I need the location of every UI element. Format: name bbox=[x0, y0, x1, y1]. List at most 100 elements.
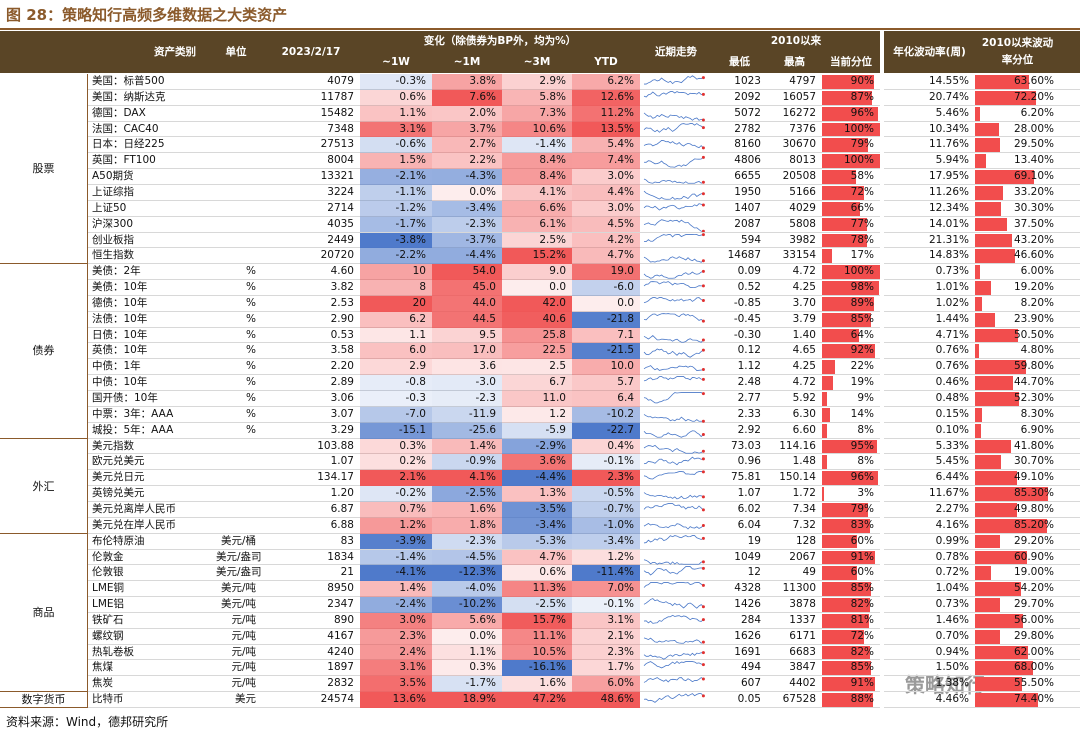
percentile-bar bbox=[975, 471, 1017, 486]
cell: 2.3% bbox=[572, 470, 640, 487]
cell: 2714 bbox=[327, 201, 354, 214]
cell: 3.70 bbox=[792, 296, 816, 309]
row-rule bbox=[88, 405, 1080, 407]
cell-text: 96% bbox=[850, 106, 874, 119]
sparkline-end bbox=[701, 203, 705, 207]
cell: 67528 bbox=[782, 693, 816, 706]
cell: 4.25 bbox=[792, 281, 816, 294]
vol-percentile-cell: 72.20% bbox=[975, 90, 1060, 106]
sparkline bbox=[643, 661, 705, 669]
sparkline bbox=[643, 457, 705, 466]
row-rule bbox=[88, 263, 1080, 265]
group-label: 外汇 bbox=[0, 438, 88, 534]
percentile-bar bbox=[975, 376, 1013, 390]
cell: 12.6% bbox=[572, 89, 640, 106]
cell-text: 6.00% bbox=[1020, 265, 1054, 278]
cell: 4.46% bbox=[935, 693, 969, 706]
cell: 法国：CAC40 bbox=[92, 122, 159, 135]
cell: 2092 bbox=[734, 90, 761, 103]
sparkline-end bbox=[701, 432, 705, 436]
cell: 7.6% bbox=[432, 89, 502, 106]
sparkline-end bbox=[701, 192, 705, 196]
cell-text: 9% bbox=[857, 392, 874, 404]
cell: 3878 bbox=[789, 598, 816, 611]
sparkline-path bbox=[643, 334, 704, 343]
row-rule bbox=[88, 88, 1080, 90]
cell: 5.46% bbox=[935, 106, 969, 119]
cell: 1.1% bbox=[360, 105, 432, 122]
cell: 0.6% bbox=[502, 565, 572, 582]
cell-text: 69.10% bbox=[1013, 170, 1054, 183]
column-header: 单位 bbox=[225, 46, 247, 58]
cell: 2449 bbox=[327, 233, 354, 246]
cell: 2782 bbox=[734, 122, 761, 135]
cell: 5808 bbox=[789, 217, 816, 230]
cell: 6.2% bbox=[572, 74, 640, 90]
cell: 3.5% bbox=[360, 676, 432, 693]
cell: 2.9% bbox=[502, 74, 572, 90]
cell-text: 19% bbox=[850, 376, 874, 389]
cell-text: 14% bbox=[850, 407, 874, 420]
vol-percentile-cell: 41.80% bbox=[975, 439, 1060, 455]
cell: 4.60 bbox=[330, 265, 354, 278]
cell: -7.0 bbox=[360, 406, 432, 423]
cell-text: 37.50% bbox=[1013, 217, 1054, 230]
percentile-bar bbox=[975, 645, 1028, 660]
percentile-bar bbox=[975, 122, 999, 137]
cell: 0.76% bbox=[935, 344, 969, 357]
sparkline-path bbox=[643, 598, 704, 609]
cell-text: 81% bbox=[850, 613, 874, 626]
vol-percentile-cell: 6.20% bbox=[975, 106, 1060, 122]
cell-text: 4.80% bbox=[1020, 344, 1054, 357]
sparkline-path bbox=[643, 614, 704, 624]
cell: 3.07 bbox=[330, 407, 354, 420]
cell: 美元/吨 bbox=[220, 598, 256, 611]
cell: 1.7% bbox=[572, 660, 640, 677]
vol-percentile-cell: 19.00% bbox=[975, 565, 1060, 581]
group-label: 数字货币 bbox=[0, 692, 88, 708]
percentile-bar bbox=[975, 455, 1002, 470]
sparkline-path bbox=[643, 140, 704, 149]
column-header: 最低 bbox=[729, 56, 750, 68]
cell-text: 3% bbox=[857, 487, 874, 500]
cell: 8 bbox=[360, 280, 432, 296]
cell: 德债：10年 bbox=[92, 296, 148, 309]
percentile-bar bbox=[822, 645, 870, 660]
row-rule bbox=[88, 548, 1080, 550]
cell: 3.6 bbox=[432, 359, 502, 376]
percentile-bar bbox=[822, 217, 867, 232]
cell: 5.94% bbox=[935, 154, 969, 167]
cell: 1.44% bbox=[935, 312, 969, 325]
cell: 0.3% bbox=[432, 660, 502, 677]
cell: 日债：10年 bbox=[92, 328, 148, 341]
sparkline-end bbox=[701, 567, 705, 571]
cell: 3.8% bbox=[432, 74, 502, 90]
cell: 6.0% bbox=[572, 676, 640, 693]
cell: 11300 bbox=[782, 582, 816, 595]
cell: 0.09 bbox=[737, 265, 761, 278]
percentile-cell: 19% bbox=[822, 375, 880, 391]
percentile-bar bbox=[822, 502, 868, 517]
cell: 0.48% bbox=[935, 392, 969, 404]
cell-text: 82% bbox=[850, 645, 874, 658]
percentile-cell: 82% bbox=[822, 597, 880, 613]
cell: 3.7% bbox=[432, 121, 502, 138]
cell: -0.1% bbox=[572, 597, 640, 613]
cell: 10.34% bbox=[928, 122, 969, 135]
watermark: 策略知行 bbox=[905, 673, 985, 697]
cell: -2.1% bbox=[360, 169, 432, 185]
cell: 5072 bbox=[734, 106, 761, 119]
divider bbox=[880, 31, 884, 708]
cell-text: 41.80% bbox=[1013, 439, 1054, 452]
percentile-bar bbox=[822, 344, 876, 359]
cell: 2832 bbox=[327, 677, 354, 690]
percentile-bar bbox=[975, 170, 1034, 184]
cell: -0.1% bbox=[572, 454, 640, 471]
sparkline-path bbox=[643, 413, 704, 422]
cell: 1950 bbox=[734, 185, 761, 198]
percentile-bar bbox=[822, 281, 879, 295]
percentile-bar bbox=[975, 296, 982, 311]
percentile-cell: 82% bbox=[822, 645, 880, 661]
cell: 6.87 bbox=[330, 502, 354, 515]
cell: 1.50% bbox=[935, 661, 969, 674]
